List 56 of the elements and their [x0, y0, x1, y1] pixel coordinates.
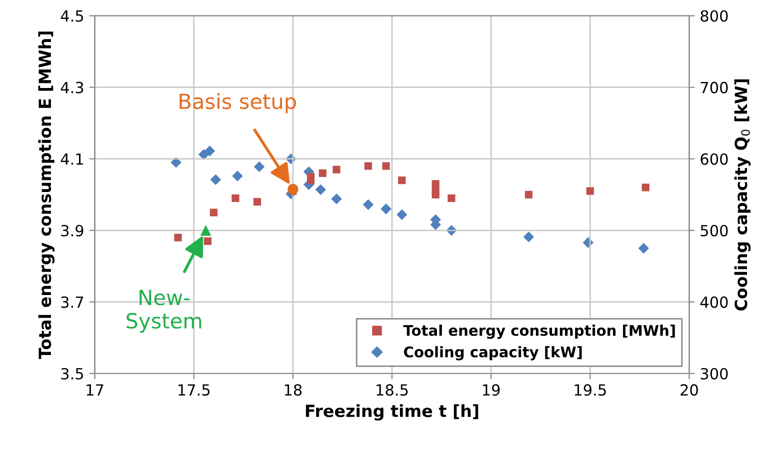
point — [362, 199, 374, 210]
y-tick-label: 4.5 — [60, 10, 84, 22]
point — [204, 146, 216, 156]
x-tick-label: 18.5 — [376, 384, 408, 396]
point — [288, 184, 298, 195]
point — [200, 225, 212, 236]
x-tick-label: 18 — [284, 384, 302, 396]
y2-tick-label: 600 — [700, 153, 728, 165]
x-tick-label: 17.5 — [178, 384, 210, 396]
point — [524, 190, 533, 198]
point — [204, 237, 212, 245]
point — [396, 209, 408, 220]
x-tick-label: 17 — [86, 384, 104, 396]
x-tick-label: 19 — [483, 384, 500, 396]
y2-tick-label: 800 — [700, 10, 728, 22]
y-tick-label: 4.1 — [60, 154, 83, 165]
point — [232, 170, 243, 182]
point — [448, 194, 456, 202]
x-tick-label: 20 — [680, 384, 698, 396]
point — [331, 194, 342, 204]
point — [315, 184, 326, 195]
point — [253, 198, 262, 206]
point — [332, 166, 340, 174]
annotation: New- System — [126, 290, 202, 333]
point — [254, 161, 265, 172]
point — [318, 169, 326, 177]
legend-label: Total energy consumption [MWh] — [403, 324, 675, 339]
annotation: Basis setup — [180, 93, 296, 114]
legend-label: Cooling capacity [kW] — [404, 346, 582, 360]
y2-axis-title: Cooling capacity Q$_{0}$ [kW] — [734, 79, 751, 311]
y-tick-label: 3.7 — [61, 296, 84, 308]
point — [306, 176, 315, 184]
y2-tick-label: 300 — [700, 368, 728, 380]
x-axis-title: Freezing time t [h] — [306, 404, 478, 421]
y-axis-title: Total energy consumption E [MWh] — [38, 32, 55, 360]
x-tick-label: 19.5 — [574, 384, 606, 396]
y2-tick-label: 400 — [700, 296, 728, 308]
point — [432, 190, 440, 198]
point — [364, 162, 372, 170]
point — [382, 162, 390, 170]
y-tick-label: 3.9 — [61, 224, 84, 236]
y-tick-label: 4.3 — [60, 82, 84, 94]
point — [523, 231, 534, 242]
point — [638, 242, 650, 254]
point — [174, 234, 182, 242]
point — [642, 184, 650, 192]
y2-tick-label: 500 — [700, 224, 728, 236]
point — [398, 176, 406, 184]
point — [232, 194, 240, 202]
point — [380, 204, 392, 214]
point — [210, 174, 222, 185]
y2-tick-label: 700 — [700, 82, 728, 94]
point — [586, 187, 594, 195]
y-tick-label: 3.5 — [61, 368, 84, 380]
point — [210, 208, 218, 216]
point — [432, 180, 440, 188]
